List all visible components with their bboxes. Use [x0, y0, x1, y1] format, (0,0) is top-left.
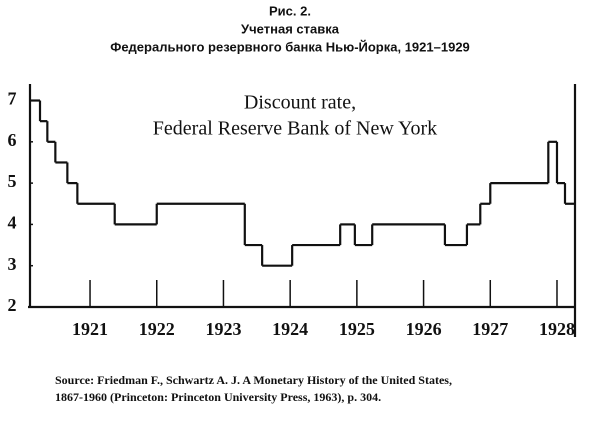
chart-subtitle: Учетная ставка	[241, 21, 340, 36]
annotation: Federal Reserve Bank of New York	[153, 118, 437, 140]
x-tick-label: 1922	[139, 319, 175, 339]
x-tick-label: 1925	[339, 319, 375, 339]
y-tick-label: 2	[8, 295, 17, 315]
x-tick-label: 1923	[205, 319, 241, 339]
annotation: Discount rate,	[244, 92, 356, 114]
x-tick-label: 1921	[72, 319, 108, 339]
y-tick-label: 4	[8, 213, 17, 233]
x-tick-label: 1924	[272, 319, 308, 339]
y-tick-label: 5	[8, 171, 17, 191]
y-tick-label: 6	[8, 130, 17, 150]
source: Source: Friedman F., Schwartz A. J. A Mo…	[55, 373, 452, 387]
y-tick-label: 7	[8, 89, 17, 109]
source: 1867-1960 (Princeton: Princeton Universi…	[55, 390, 381, 404]
x-tick-label: 1928	[539, 319, 575, 339]
chart-title: Рис. 2.	[269, 3, 311, 18]
y-tick-label: 3	[8, 254, 17, 274]
x-tick-label: 1926	[406, 319, 442, 339]
chart-subtitle: Федерального резервного банка Нью-Йорка,…	[110, 39, 470, 54]
x-tick-label: 1927	[472, 319, 508, 339]
